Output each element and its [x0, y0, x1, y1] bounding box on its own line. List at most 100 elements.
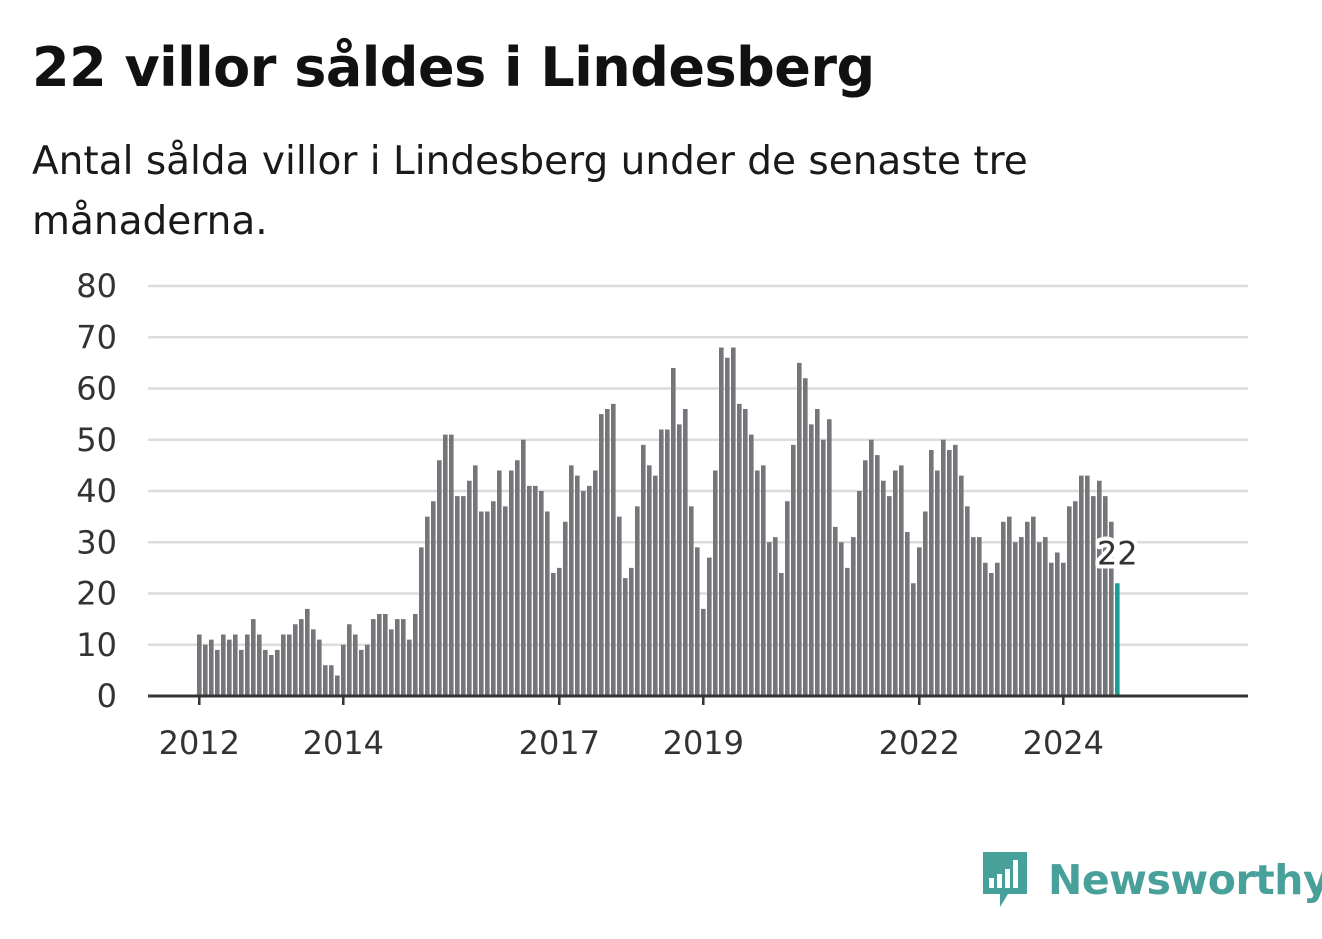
bar [1013, 542, 1018, 696]
bar [773, 537, 778, 696]
bar [629, 567, 634, 696]
bar [1025, 521, 1030, 696]
bar [809, 424, 814, 696]
bar [521, 439, 526, 696]
bar [1103, 496, 1108, 696]
bar [839, 542, 844, 696]
bar [641, 444, 646, 696]
bar [551, 573, 556, 696]
y-tick-label: 20 [76, 575, 117, 613]
annotations: 22 [1093, 530, 1142, 576]
x-tick-label: 2012 [159, 724, 240, 762]
bar [1061, 562, 1066, 696]
bar [317, 639, 322, 696]
bar [311, 629, 316, 696]
bar [485, 511, 490, 696]
x-tick-label: 2017 [519, 724, 600, 762]
bar [581, 491, 586, 696]
bar [587, 485, 592, 696]
bar [377, 614, 382, 696]
bar [767, 542, 772, 696]
bar [293, 624, 298, 696]
bar [1031, 516, 1036, 696]
bar [989, 573, 994, 696]
y-tick-label: 60 [76, 370, 117, 408]
bar [407, 639, 412, 696]
bar [395, 619, 400, 696]
bar [425, 516, 430, 696]
bar [755, 470, 760, 696]
bar [437, 460, 442, 696]
bar [701, 608, 706, 696]
bar [563, 521, 568, 696]
bar [731, 347, 736, 696]
bar [335, 675, 340, 696]
bar [953, 444, 958, 696]
bar [509, 470, 514, 696]
bar [869, 439, 874, 696]
bar [1055, 552, 1060, 696]
bar [329, 665, 334, 696]
brand-name: Newsworthy [1048, 856, 1322, 904]
bar [785, 501, 790, 696]
bar [1091, 496, 1096, 696]
bar [281, 634, 286, 696]
bar [623, 578, 628, 696]
bar [557, 567, 562, 696]
bar [881, 480, 886, 696]
bar [593, 470, 598, 696]
bar [653, 475, 658, 696]
y-tick-label: 80 [76, 267, 117, 305]
bar [995, 562, 1000, 696]
bar [635, 506, 640, 696]
bar [455, 496, 460, 696]
bar [233, 634, 238, 696]
bar [647, 465, 652, 696]
bar [1097, 480, 1102, 696]
y-tick-label: 30 [76, 523, 117, 561]
chart-title: 22 villor såldes i Lindesberg [32, 36, 875, 99]
bar [977, 537, 982, 696]
bar [863, 460, 868, 696]
bar [1001, 521, 1006, 696]
bar [515, 460, 520, 696]
bar [389, 629, 394, 696]
bar [893, 470, 898, 696]
bar [575, 475, 580, 696]
x-axis-tick-labels: 2012 2014 2017 2019 2022 2024 [159, 696, 1104, 762]
bar [923, 511, 928, 696]
bar [797, 362, 802, 696]
y-axis-tick-labels: 0 10 20 30 40 50 60 70 80 [76, 267, 117, 715]
bar [671, 368, 676, 696]
x-tick-label: 2024 [1023, 724, 1104, 762]
bar [707, 557, 712, 696]
bar [503, 506, 508, 696]
bar [353, 634, 358, 696]
bar [947, 450, 952, 696]
bar [1079, 475, 1084, 696]
bar-highlight [1115, 583, 1120, 696]
bar [1049, 562, 1054, 696]
bar [449, 434, 454, 696]
newsworthy-logo-icon [983, 852, 1027, 907]
bar [497, 470, 502, 696]
bar [1073, 501, 1078, 696]
bar [479, 511, 484, 696]
y-tick-label: 40 [76, 472, 117, 510]
bar [821, 439, 826, 696]
bar [929, 450, 934, 696]
bar [605, 409, 610, 696]
bar [719, 347, 724, 696]
y-tick-label: 70 [76, 318, 117, 356]
bar [533, 485, 538, 696]
bar [743, 409, 748, 696]
bar [905, 532, 910, 696]
bar [599, 414, 604, 696]
bar [371, 619, 376, 696]
bar [665, 429, 670, 696]
bar [713, 470, 718, 696]
bar [815, 409, 820, 696]
bar [683, 409, 688, 696]
bar [209, 639, 214, 696]
